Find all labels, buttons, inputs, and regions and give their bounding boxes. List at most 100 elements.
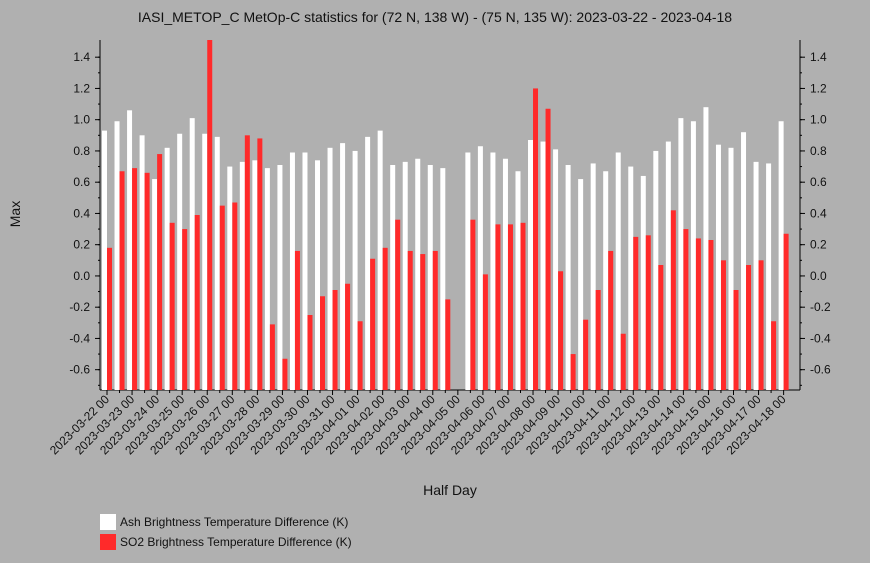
- ash-bar: [590, 163, 596, 390]
- y-tick-label-right: 0.2: [810, 238, 827, 252]
- y-tick-label-left: 1.4: [73, 50, 90, 64]
- legend-item-so2: SO2 Brightness Temperature Difference (K…: [100, 532, 352, 552]
- y-tick-label-right: -0.2: [810, 300, 831, 314]
- y-tick-label-left: 0.0: [73, 269, 90, 283]
- y-tick-label-left: -0.2: [69, 300, 90, 314]
- ash-bar: [490, 152, 496, 390]
- ash-bar: [653, 150, 659, 390]
- so2-bar: [658, 265, 664, 390]
- ash-bar: [640, 175, 646, 390]
- y-tick-label-right: -0.6: [810, 363, 831, 377]
- ash-bar: [703, 107, 709, 390]
- so2-bar: [558, 271, 564, 390]
- so2-bar: [244, 135, 250, 390]
- ash-bar: [214, 136, 220, 390]
- legend-label-so2: SO2 Brightness Temperature Difference (K…: [120, 535, 352, 549]
- ash-bar: [139, 135, 145, 390]
- so2-bar: [695, 238, 701, 390]
- ash-bar: [102, 130, 107, 390]
- y-tick-label-left: -0.4: [69, 331, 90, 345]
- ash-bar: [440, 168, 446, 390]
- ash-bar: [352, 150, 358, 390]
- ash-bar: [615, 152, 621, 390]
- y-tick-label-right: 0.8: [810, 144, 827, 158]
- so2-bar: [395, 219, 401, 390]
- ash-bar: [515, 171, 521, 390]
- so2-bar: [708, 240, 714, 390]
- so2-bar: [144, 172, 150, 390]
- y-tick-label-left: 0.6: [73, 175, 90, 189]
- ash-bar: [678, 118, 684, 390]
- so2-bar: [633, 236, 639, 390]
- so2-bar: [294, 250, 300, 390]
- ash-bar: [277, 165, 283, 390]
- so2-bar: [370, 258, 376, 390]
- so2-bar: [533, 88, 539, 390]
- so2-bar: [307, 315, 313, 390]
- so2-bar: [357, 321, 363, 390]
- ash-bar: [114, 121, 120, 390]
- so2-bar: [269, 324, 275, 390]
- so2-bar: [608, 250, 614, 390]
- ash-bar: [766, 163, 772, 390]
- so2-bar: [520, 222, 526, 390]
- so2-bar: [507, 224, 513, 390]
- so2-bar: [219, 205, 225, 390]
- so2-bar: [182, 229, 188, 390]
- ash-bar: [502, 158, 508, 390]
- y-tick-label-right: 1.0: [810, 113, 827, 127]
- so2-bar: [169, 222, 175, 390]
- ash-bar: [252, 160, 258, 390]
- y-tick-label-left: 0.4: [73, 206, 90, 220]
- y-tick-label-right: 1.2: [810, 81, 827, 95]
- so2-bar: [583, 319, 589, 390]
- legend-swatch-ash: [100, 514, 116, 530]
- ash-bar: [377, 130, 383, 390]
- so2-bar: [345, 283, 351, 390]
- so2-bar: [545, 108, 551, 390]
- y-tick-label-right: 0.6: [810, 175, 827, 189]
- ash-bar: [553, 149, 559, 390]
- ash-bar: [741, 132, 747, 390]
- ash-bar: [390, 165, 396, 390]
- ash-bar: [177, 133, 183, 390]
- so2-bar: [332, 290, 338, 390]
- so2-bar: [470, 219, 476, 390]
- ash-bar: [465, 152, 471, 390]
- ash-bar: [327, 147, 333, 390]
- ash-bar: [540, 141, 546, 390]
- so2-bar: [620, 333, 626, 390]
- y-tick-label-left: 0.2: [73, 238, 90, 252]
- ash-bar: [164, 147, 170, 390]
- ash-bar: [152, 179, 158, 390]
- so2-bar: [132, 168, 138, 390]
- so2-bar: [570, 354, 576, 390]
- ash-bar: [628, 166, 634, 390]
- ash-bar: [578, 179, 584, 390]
- so2-bar: [107, 247, 112, 390]
- so2-bar: [720, 260, 726, 390]
- ash-bar: [227, 166, 233, 390]
- ash-bar: [302, 152, 308, 390]
- y-tick-label-left: 1.0: [73, 113, 90, 127]
- ash-bar: [315, 160, 321, 390]
- so2-bar: [670, 210, 676, 390]
- so2-bar: [645, 235, 651, 390]
- ash-bar: [189, 118, 195, 390]
- so2-bar: [746, 265, 752, 390]
- ash-bar: [753, 161, 759, 390]
- ash-bar: [565, 165, 571, 390]
- so2-bar: [157, 154, 163, 390]
- ash-bar: [778, 121, 784, 390]
- so2-bar: [282, 358, 288, 390]
- ash-bar: [202, 133, 208, 390]
- so2-bar: [733, 290, 739, 390]
- ash-bar: [127, 110, 133, 390]
- so2-bar: [194, 215, 200, 390]
- ash-bar: [365, 136, 371, 390]
- ash-bar: [415, 158, 421, 390]
- so2-bar: [432, 250, 438, 390]
- legend-item-ash: Ash Brightness Temperature Difference (K…: [100, 512, 352, 532]
- legend-label-ash: Ash Brightness Temperature Difference (K…: [120, 515, 349, 529]
